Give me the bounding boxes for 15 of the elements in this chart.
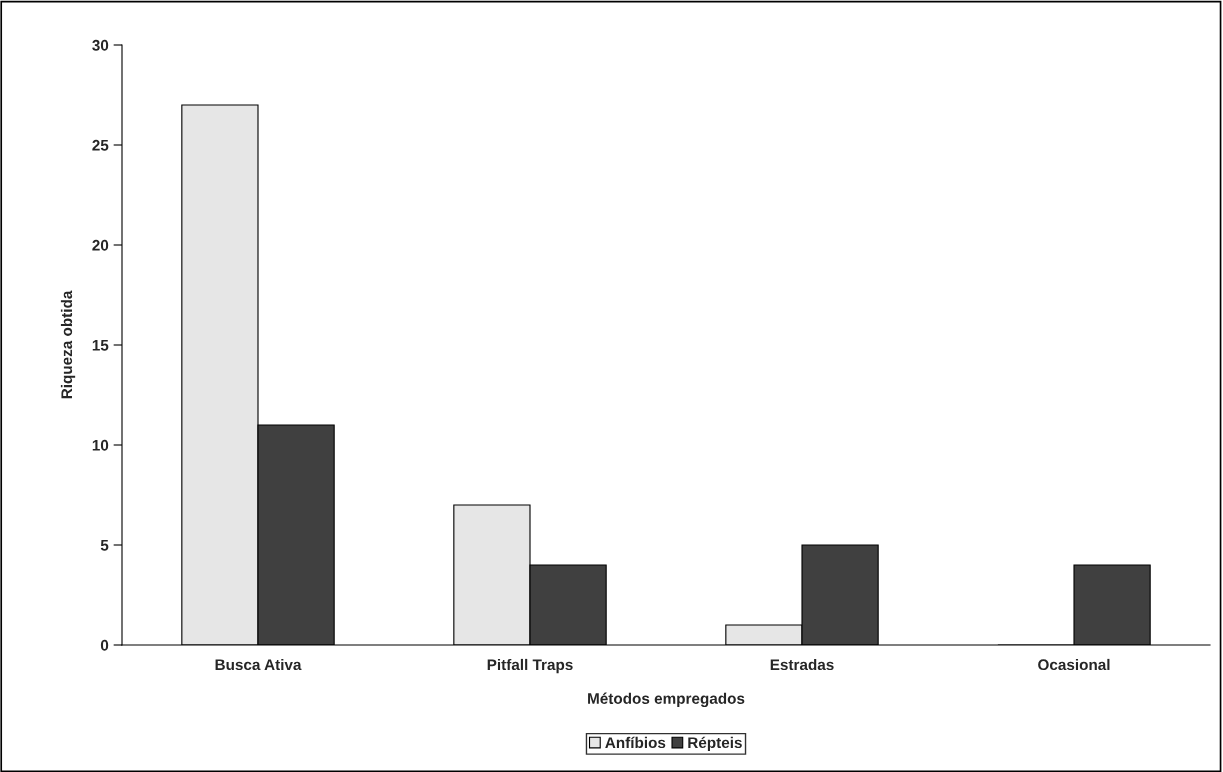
y-axis-title: Riqueza obtida: [60, 290, 76, 399]
y-tick-label: 20: [92, 239, 109, 251]
x-tick-label: Estradas: [770, 658, 834, 671]
legend-label: Répteis: [688, 736, 742, 752]
x-tick-label: Pitfall Traps: [487, 658, 573, 674]
x-tick-label: Busca Ativa: [215, 658, 302, 671]
x-tick-label: Ocasional: [1038, 658, 1110, 671]
y-tick-label: 15: [92, 340, 109, 351]
y-tick-label: 30: [92, 39, 109, 51]
y-tick-label: 10: [92, 439, 109, 451]
y-tick-label: 5: [100, 540, 109, 551]
y-tick-label: 0: [100, 639, 109, 651]
legend-label: Anfíbios: [605, 736, 666, 749]
x-axis-title: Métodos empregados: [588, 692, 745, 708]
y-tick-label: 25: [92, 139, 109, 151]
